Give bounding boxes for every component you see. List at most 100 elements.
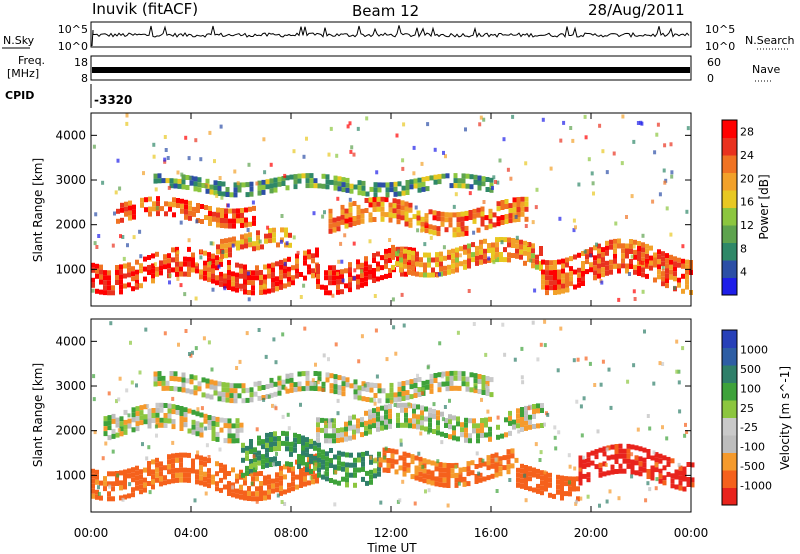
power-cell bbox=[425, 186, 430, 192]
velocity-cell bbox=[179, 426, 184, 431]
power-cell bbox=[391, 249, 395, 255]
power-cell bbox=[456, 212, 461, 218]
power-cell bbox=[477, 185, 482, 191]
power-cell bbox=[325, 184, 330, 190]
velocity-noise-cell bbox=[385, 357, 389, 362]
power-cell bbox=[309, 178, 314, 184]
velocity-cell bbox=[309, 380, 314, 386]
velocity-cell bbox=[195, 474, 199, 480]
velocity-cell bbox=[155, 457, 159, 463]
velocity-cell bbox=[380, 425, 384, 431]
velocity-cell bbox=[195, 479, 199, 485]
velocity-cell bbox=[413, 378, 418, 383]
velocity-noise-cell bbox=[531, 320, 535, 325]
power-cell bbox=[336, 216, 341, 222]
velocity-cell bbox=[398, 465, 403, 471]
velocity-noise-cell bbox=[207, 340, 211, 345]
power-cell bbox=[561, 278, 565, 284]
power-cell bbox=[316, 264, 320, 269]
power-cell bbox=[219, 256, 223, 262]
power-noise-cell bbox=[302, 154, 306, 159]
power-cell bbox=[328, 280, 332, 286]
power-cell bbox=[527, 257, 531, 262]
velocity-cell bbox=[481, 385, 486, 390]
power-cell bbox=[495, 237, 499, 243]
power-cell bbox=[380, 216, 385, 222]
velocity-noise-cell bbox=[393, 403, 397, 407]
power-cell bbox=[444, 217, 449, 223]
velocity-cell bbox=[414, 470, 419, 476]
velocity-cell bbox=[277, 441, 281, 446]
velocity-cell bbox=[203, 471, 207, 477]
velocity-cell bbox=[329, 448, 333, 453]
velocity-cell bbox=[179, 477, 183, 483]
power-cell bbox=[317, 183, 322, 189]
velocity-cell bbox=[139, 410, 144, 416]
power-noise-cell bbox=[211, 287, 215, 292]
velocity-cell bbox=[235, 493, 239, 499]
power-noise-cell bbox=[529, 258, 533, 263]
power-cell bbox=[453, 173, 458, 179]
velocity-cell bbox=[147, 408, 152, 414]
velocity-noise-cell bbox=[163, 331, 167, 336]
velocity-cell bbox=[441, 371, 446, 377]
velocity-cell bbox=[275, 472, 279, 478]
power-cell bbox=[629, 249, 633, 254]
power-cell bbox=[240, 223, 244, 228]
velocity-cell bbox=[368, 424, 372, 430]
velocity-cell bbox=[453, 375, 458, 381]
power-noise-cell bbox=[566, 288, 570, 293]
velocity-cell bbox=[361, 476, 365, 482]
velocity-cell bbox=[257, 380, 262, 386]
power-cell bbox=[520, 196, 525, 202]
velocity-cell bbox=[119, 480, 123, 486]
velocity-cell bbox=[337, 455, 341, 461]
power-noise-cell bbox=[283, 173, 287, 178]
power-cell bbox=[139, 283, 143, 289]
velocity-cell bbox=[139, 469, 143, 475]
velocity-cell bbox=[131, 412, 136, 418]
power-noise-cell bbox=[180, 172, 184, 177]
velocity-noise-cell bbox=[677, 369, 681, 374]
velocity-cell bbox=[257, 395, 262, 401]
power-cell bbox=[221, 181, 226, 187]
power-cell bbox=[303, 275, 307, 281]
velocity-cell bbox=[165, 385, 170, 391]
velocity-noise-cell bbox=[336, 398, 340, 403]
power-noise-cell bbox=[336, 271, 339, 276]
power-cell bbox=[411, 260, 415, 266]
velocity-cell bbox=[610, 464, 615, 470]
power-cell bbox=[535, 254, 539, 260]
velocity-cell bbox=[123, 409, 128, 415]
power-cell bbox=[271, 267, 275, 273]
velocity-cell bbox=[291, 481, 295, 487]
velocity-noise-cell bbox=[579, 404, 583, 409]
velocity-cell bbox=[139, 479, 143, 485]
velocity-cell bbox=[313, 386, 318, 391]
power-cell bbox=[457, 178, 462, 184]
velocity-cell bbox=[430, 460, 435, 466]
velocity-cell bbox=[253, 381, 258, 387]
power-noise-cell bbox=[420, 228, 424, 233]
velocity-noise-cell bbox=[154, 424, 158, 429]
velocity-cell bbox=[397, 396, 402, 402]
velocity-cell bbox=[321, 449, 325, 455]
power-cell bbox=[95, 263, 99, 269]
power-cell bbox=[368, 197, 373, 203]
power-cell bbox=[360, 272, 364, 278]
power-cell bbox=[224, 243, 228, 249]
power-cell bbox=[393, 186, 398, 192]
power-noise-cell bbox=[401, 166, 405, 171]
velocity-cell bbox=[682, 476, 687, 482]
power-cell bbox=[231, 286, 235, 292]
velocity-noise-cell bbox=[357, 359, 361, 364]
power-cell bbox=[289, 174, 294, 180]
velocity-cell bbox=[193, 375, 198, 381]
velocity-cell bbox=[394, 449, 399, 455]
velocity-cell bbox=[293, 432, 297, 438]
power-cell bbox=[261, 189, 266, 195]
velocity-cell bbox=[328, 423, 332, 429]
power-cell bbox=[257, 190, 262, 196]
power-cell bbox=[496, 221, 501, 227]
velocity-cell bbox=[241, 398, 246, 404]
